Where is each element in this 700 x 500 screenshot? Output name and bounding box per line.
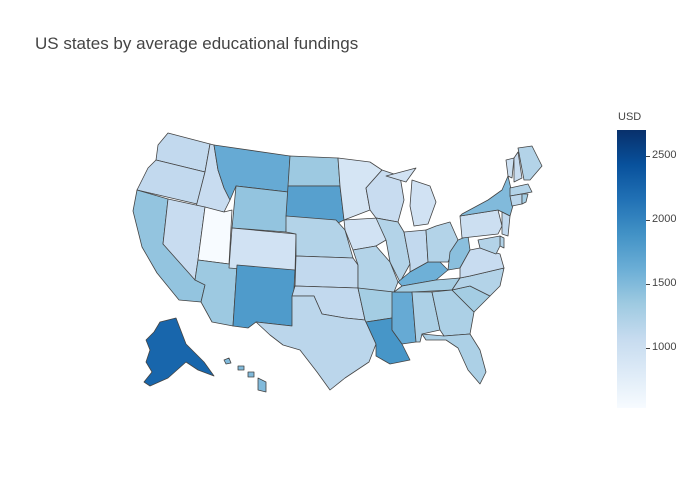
state-nj <box>501 211 511 237</box>
colorbar-tick-mark <box>646 347 650 349</box>
colorbar-tick-label: 2000 <box>652 212 677 225</box>
state-ne <box>285 215 354 259</box>
colorbar-tick-mark <box>646 219 650 221</box>
colorbar-tick-mark <box>646 155 650 157</box>
state-ny <box>459 175 515 217</box>
state-tx <box>255 295 377 391</box>
state-il <box>375 217 411 283</box>
state-nh <box>513 151 523 183</box>
state-ak <box>143 317 215 387</box>
state-fl <box>421 333 487 385</box>
state-ut <box>197 206 233 265</box>
colorbar-tick-label: 2500 <box>652 148 677 161</box>
state-or <box>136 159 206 205</box>
colorbar-tick-label: 1500 <box>652 276 677 289</box>
colorbar <box>617 130 646 408</box>
state-hi <box>223 357 267 393</box>
state-ma <box>509 183 533 197</box>
colorbar-title: USD <box>618 111 642 123</box>
state-va <box>459 247 505 279</box>
chart-title: US states by average educational funding… <box>35 34 359 53</box>
state-ct <box>509 193 523 207</box>
state-nd <box>287 155 341 187</box>
state-ri <box>521 193 529 205</box>
state-ks <box>294 255 359 289</box>
state-wi <box>365 169 405 223</box>
state-nm <box>232 264 296 329</box>
state-vt <box>505 157 515 179</box>
state-sd <box>285 185 345 225</box>
colorbar-tick-label: 1000 <box>652 340 677 353</box>
state-md <box>477 235 501 255</box>
state-wy <box>231 185 289 233</box>
state-me <box>517 145 543 181</box>
state-mi <box>385 167 437 227</box>
colorbar-tick-mark <box>646 283 650 285</box>
state-de <box>499 235 505 249</box>
